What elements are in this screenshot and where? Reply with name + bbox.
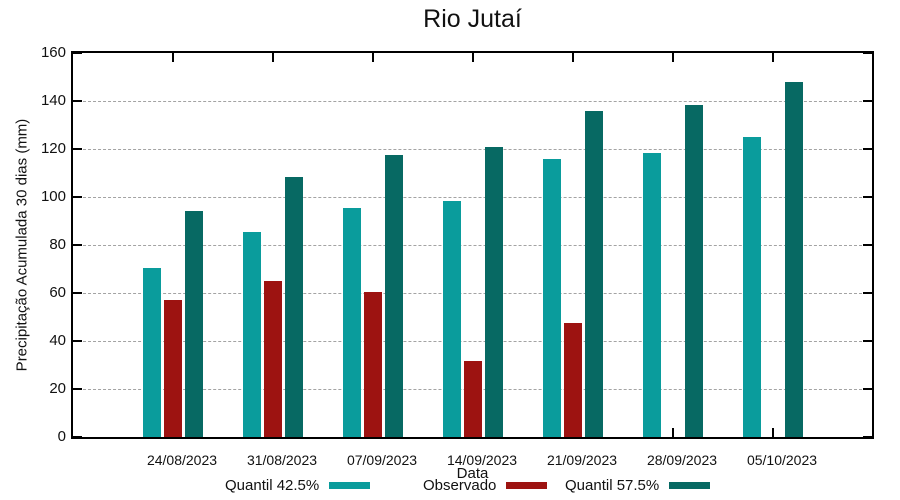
bar xyxy=(743,137,761,437)
y-tick-left xyxy=(73,52,82,54)
y-axis-tick-label: 20 xyxy=(49,380,66,397)
bar xyxy=(464,361,482,437)
x-tick-bottom xyxy=(672,428,674,437)
y-axis-tick-label: 0 xyxy=(57,428,66,445)
x-axis-tick-label: 07/09/2023 xyxy=(346,452,418,468)
x-tick-top xyxy=(772,53,774,62)
legend-swatch xyxy=(329,482,371,489)
y-tick-left xyxy=(73,340,82,342)
x-tick-top xyxy=(672,53,674,62)
y-tick-right xyxy=(863,196,872,198)
bar xyxy=(643,152,661,437)
plot-area xyxy=(71,51,874,439)
x-tick-top xyxy=(572,53,574,62)
y-tick-left xyxy=(73,100,82,102)
gridline xyxy=(73,196,872,198)
y-tick-right xyxy=(863,148,872,150)
bar xyxy=(264,281,282,437)
bar xyxy=(285,176,303,437)
y-tick-right xyxy=(863,100,872,102)
y-tick-left xyxy=(73,148,82,150)
y-tick-right xyxy=(863,388,872,390)
y-tick-right xyxy=(863,52,872,54)
y-tick-right xyxy=(863,340,872,342)
y-axis-tick-label: 80 xyxy=(49,236,66,253)
bar xyxy=(543,158,561,437)
bar xyxy=(243,231,261,437)
y-tick-left xyxy=(73,196,82,198)
y-axis-tick-label: 100 xyxy=(40,188,66,205)
x-tick-top xyxy=(372,53,374,62)
bar xyxy=(164,300,182,437)
bar xyxy=(385,155,403,437)
gridline xyxy=(73,148,872,150)
y-tick-left xyxy=(73,244,82,246)
y-tick-right xyxy=(863,292,872,294)
y-axis-tick-label: 40 xyxy=(49,332,66,349)
x-axis-tick-label: 21/09/2023 xyxy=(546,452,618,468)
y-axis-tick-label: 120 xyxy=(40,140,66,157)
y-tick-left xyxy=(73,292,82,294)
gridline xyxy=(73,100,872,102)
x-tick-top xyxy=(472,53,474,62)
y-axis-tick-label: 60 xyxy=(49,284,66,301)
x-axis-tick-label: 28/09/2023 xyxy=(646,452,718,468)
bar xyxy=(785,81,803,437)
gridline xyxy=(73,244,872,246)
bar xyxy=(564,323,582,437)
bar xyxy=(364,291,382,437)
bar xyxy=(343,207,361,437)
bar xyxy=(685,104,703,437)
legend-swatch xyxy=(506,482,548,489)
chart-title: Rio Jutaí xyxy=(423,5,522,33)
x-tick-top xyxy=(272,53,274,62)
x-axis-tick-label: 31/08/2023 xyxy=(246,452,318,468)
x-axis-tick-label: 14/09/2023 xyxy=(446,452,518,468)
y-tick-right xyxy=(863,436,872,438)
bar xyxy=(185,211,203,437)
y-tick-left xyxy=(73,388,82,390)
bar xyxy=(143,267,161,437)
x-axis-label: Data xyxy=(456,465,489,482)
gridline xyxy=(73,340,872,342)
x-tick-bottom xyxy=(772,428,774,437)
x-tick-top xyxy=(172,53,174,62)
gridline xyxy=(73,292,872,294)
y-tick-left xyxy=(73,436,82,438)
x-axis-tick-label: 05/10/2023 xyxy=(746,452,818,468)
bar xyxy=(585,110,603,437)
y-axis-tick-label: 160 xyxy=(40,44,66,61)
bar xyxy=(443,200,461,437)
legend-swatch xyxy=(669,482,711,489)
bar xyxy=(485,146,503,437)
x-axis-tick-label: 24/08/2023 xyxy=(146,452,218,468)
y-tick-right xyxy=(863,244,872,246)
y-axis-tick-label: 140 xyxy=(40,92,66,109)
